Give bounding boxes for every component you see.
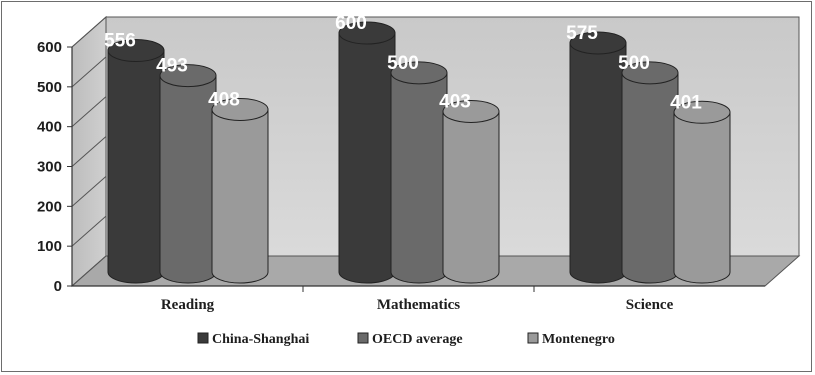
x-tick-label: Science — [626, 297, 674, 313]
tick-diagonal — [71, 16, 107, 48]
y-tick-label: 0 — [54, 278, 62, 295]
y-tick-label: 400 — [37, 119, 62, 136]
data-label: 500 — [387, 53, 419, 74]
cylinder-body — [107, 50, 165, 284]
cylinder-bar — [390, 61, 448, 284]
cylinder-top — [211, 97, 269, 121]
cylinder-body — [211, 108, 269, 284]
y-tick-label: 500 — [37, 79, 62, 96]
y-tick-label: 100 — [37, 238, 62, 255]
cylinder-top — [442, 99, 500, 123]
cylinder-bar — [673, 100, 731, 284]
tick-diagonal — [71, 215, 107, 247]
cylinder-top — [390, 61, 448, 85]
x-tick-label: Mathematics — [377, 297, 460, 313]
cylinder-top — [107, 39, 165, 63]
cylinder-bar — [107, 39, 165, 284]
x-tick-label: Reading — [161, 297, 215, 313]
cylinder-body — [569, 42, 627, 284]
cylinder-bar — [442, 99, 500, 284]
cylinder-bar — [569, 31, 627, 284]
cylinder-top — [338, 21, 396, 45]
cylinder-top — [673, 100, 731, 124]
legend-label: China-Shanghai — [212, 332, 309, 347]
data-label: 403 — [439, 91, 471, 112]
data-label: 401 — [670, 92, 702, 113]
cylinder-bar — [211, 97, 269, 284]
cylinder-top — [159, 64, 217, 88]
y-tick-label: 200 — [37, 198, 62, 215]
cylinder-body — [442, 110, 500, 284]
cylinder-top — [569, 31, 627, 55]
y-tick-label: 600 — [37, 39, 62, 56]
data-label: 408 — [208, 89, 240, 110]
cylinder-bar — [338, 21, 396, 284]
tick-diagonal — [71, 136, 107, 167]
cylinder-top — [621, 61, 679, 85]
data-label: 500 — [618, 53, 650, 74]
data-label: 556 — [104, 31, 136, 52]
legend-swatch — [197, 332, 209, 344]
legend-swatch — [357, 332, 369, 344]
data-label: 575 — [566, 23, 598, 44]
tick-diagonal — [71, 56, 107, 88]
tick-diagonal — [71, 255, 107, 287]
tick-diagonal — [71, 96, 107, 128]
legend-label: Montenegro — [542, 332, 615, 347]
legend-swatch — [527, 332, 539, 344]
tick-diagonal — [71, 175, 107, 207]
y-tick-label: 300 — [37, 159, 62, 176]
data-label: 600 — [335, 13, 367, 34]
data-label: 493 — [156, 56, 188, 77]
cylinder-body — [673, 111, 731, 284]
legend-label: OECD average — [372, 332, 463, 347]
cylinder-bar — [159, 64, 217, 284]
